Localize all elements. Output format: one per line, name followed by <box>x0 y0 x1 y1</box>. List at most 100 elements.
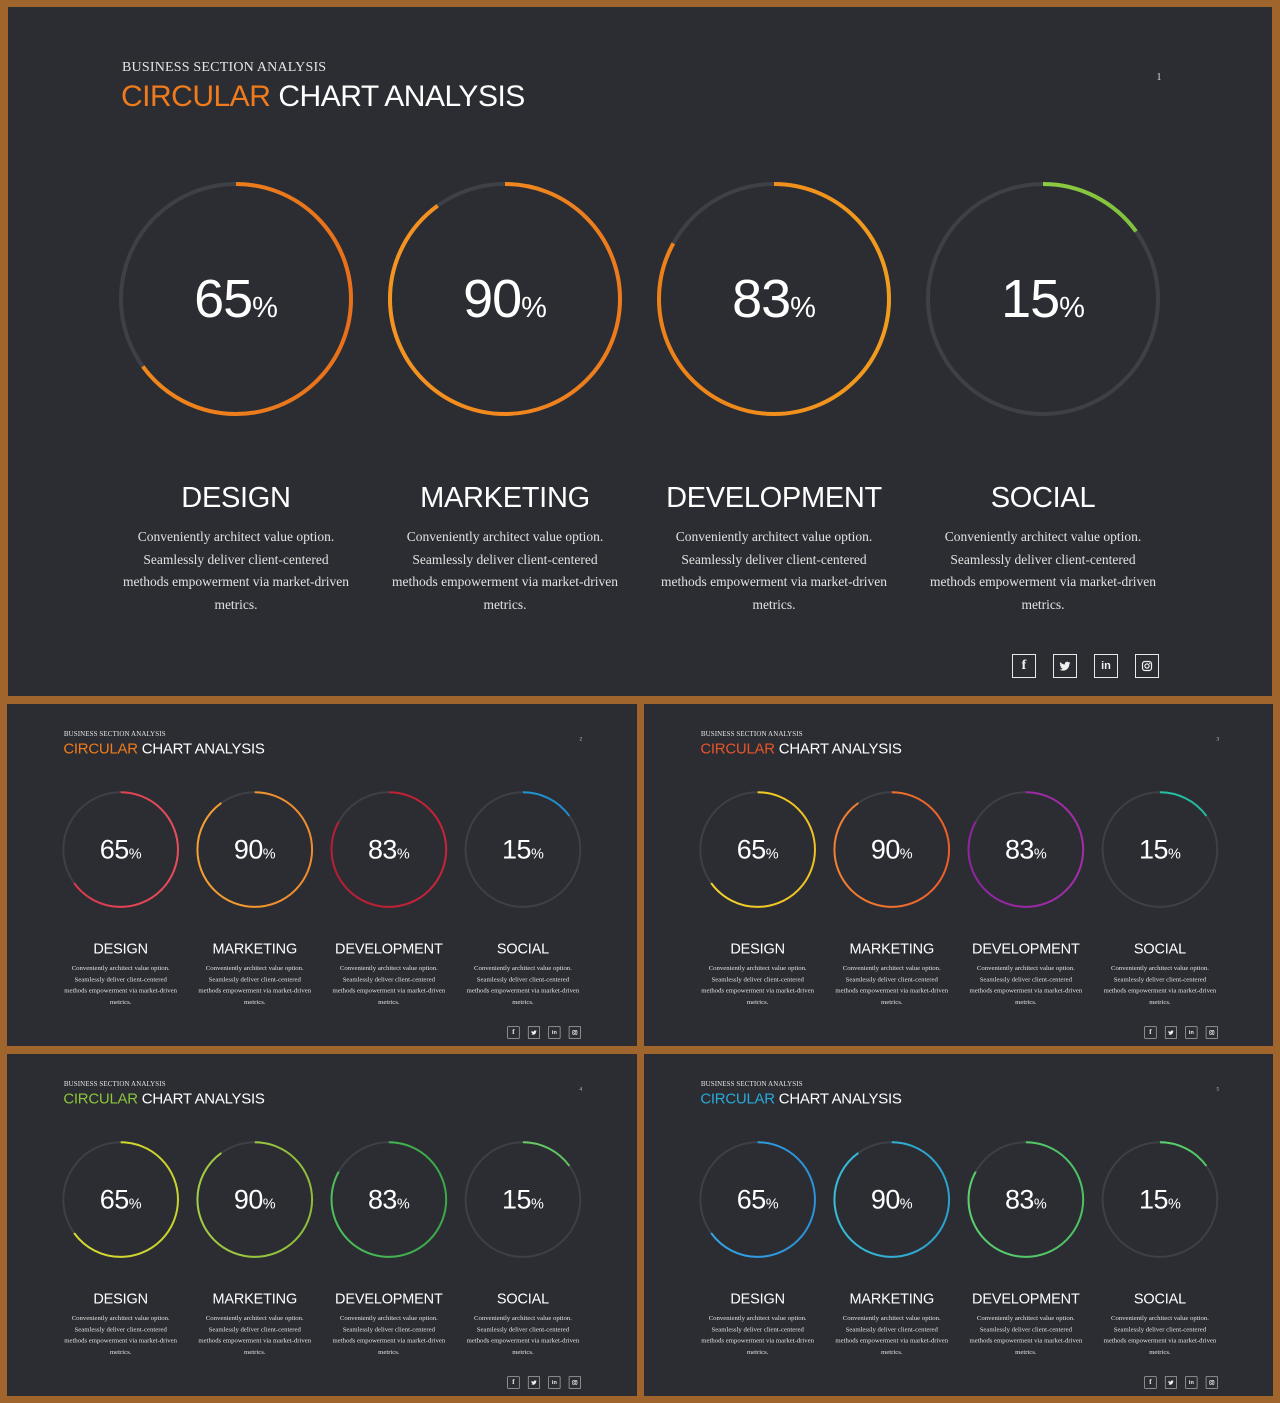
page-number: 1 <box>1156 72 1162 83</box>
facebook-icon[interactable]: f <box>507 1376 520 1389</box>
linkedin-icon[interactable]: in <box>1185 1376 1198 1389</box>
description-line: metrics. <box>881 997 903 1006</box>
description-line: methods empowerment via market-driven <box>835 1336 949 1345</box>
page-number: 2 <box>579 736 583 742</box>
instagram-icon[interactable] <box>1205 1376 1218 1389</box>
twitter-icon[interactable] <box>527 1376 540 1389</box>
category-label: SOCIAL <box>1133 1290 1187 1307</box>
description-line: metrics. <box>746 1347 769 1356</box>
percent-number: 90 <box>463 269 522 329</box>
description-line: Conveniently architect value option. <box>137 529 335 544</box>
twitter-icon[interactable] <box>1164 1026 1177 1039</box>
description-line: methods empowerment via market-driven <box>332 1336 446 1345</box>
ring-arc-social <box>464 1141 582 1258</box>
twitter-icon[interactable] <box>527 1026 540 1039</box>
description-line: Conveniently architect value option. <box>205 964 304 972</box>
description-line: Seamlessly deliver client-centered <box>342 975 436 983</box>
category-description: Conveniently architect value option. Seam… <box>458 1313 588 1358</box>
facebook-icon[interactable]: f <box>507 1026 520 1039</box>
category-label: SOCIAL <box>1133 940 1187 957</box>
ring-chart <box>833 791 951 908</box>
title-accent: CIRCULAR <box>63 1090 138 1107</box>
percent-sign: % <box>1167 1195 1181 1212</box>
category-description: Conveniently architect value option. Seam… <box>324 1313 454 1358</box>
twitter-icon[interactable] <box>1164 1376 1177 1389</box>
description-line: Seamlessly deliver client-centered <box>143 551 329 567</box>
percent-number: 15 <box>502 1184 531 1215</box>
ring-chart <box>196 1141 314 1258</box>
linkedin-icon[interactable]: in <box>1185 1026 1198 1039</box>
linkedin-icon[interactable]: in <box>1094 654 1118 678</box>
ring-chart <box>967 791 1085 908</box>
category-description: Conveniently architect value option. Seam… <box>56 963 186 1008</box>
ring-arc-design <box>699 1141 816 1258</box>
description-line: Seamlessly deliver client-centered <box>711 1325 804 1333</box>
category-label: DEVELOPMENT <box>666 482 882 514</box>
description-line: metrics. <box>109 997 132 1006</box>
category-description: Conveniently architect value option. Seam… <box>190 963 320 1008</box>
description-line: metrics. <box>1149 1347 1171 1356</box>
category-label: SOCIAL <box>496 1290 550 1307</box>
section-subtitle: BUSINESS SECTION ANALYSIS <box>700 730 803 738</box>
percent-sign: % <box>128 845 142 862</box>
description-line: methods empowerment via market-driven <box>969 986 1083 995</box>
percent-sign: % <box>790 291 816 324</box>
description-line: Conveniently architect value option. <box>976 964 1075 972</box>
percent-sign: % <box>765 845 779 862</box>
ring-chart <box>1101 1141 1219 1258</box>
ring-arc-marketing <box>196 791 314 908</box>
ring-chart <box>196 791 314 908</box>
description-line: metrics. <box>378 1347 400 1356</box>
facebook-icon[interactable]: f <box>1144 1376 1157 1389</box>
ring-development: 83% <box>966 790 1086 910</box>
slide-content: BUSINESS SECTION ANALYSIS CIRCULAR CHART A… <box>7 704 637 1046</box>
facebook-icon-glyph: f <box>1149 1028 1152 1037</box>
category-label: MARKETING <box>212 1290 298 1307</box>
description-line: Seamlessly deliver client-centered <box>979 975 1073 983</box>
slide-content: BUSINESS SECTION ANALYSIS CIRCULAR CHART A… <box>8 7 1272 696</box>
linkedin-icon[interactable]: in <box>548 1026 561 1039</box>
instagram-icon[interactable] <box>568 1376 581 1389</box>
description-line: methods empowerment via market-driven <box>1103 1336 1217 1345</box>
description-line: Seamlessly deliver client-centered <box>342 1325 436 1333</box>
instagram-icon[interactable] <box>1135 654 1159 678</box>
ring-value: 65% <box>61 1140 181 1260</box>
description-line: Conveniently architect value option. <box>842 964 941 972</box>
percent-number: 90 <box>870 834 900 865</box>
facebook-icon[interactable]: f <box>1012 654 1036 678</box>
twitter-icon[interactable] <box>1053 654 1077 678</box>
ring-design: 65% <box>116 179 356 419</box>
description-line: Seamlessly deliver client-centered <box>74 1325 167 1333</box>
ring-chart <box>699 1141 816 1258</box>
description-line: Conveniently architect value option. <box>473 1314 572 1322</box>
description-line: Conveniently architect value option. <box>205 1314 304 1322</box>
description-line: Seamlessly deliver client-centered <box>412 551 598 567</box>
description-line: metrics. <box>378 997 400 1006</box>
page-number: 5 <box>1216 1086 1220 1092</box>
percent-sign: % <box>1033 845 1047 862</box>
title-rest: CHART ANALYSIS <box>778 1090 902 1107</box>
ring-value: 15% <box>923 179 1163 419</box>
facebook-icon-glyph: f <box>1149 1378 1152 1387</box>
percent-number: 83 <box>367 1184 397 1215</box>
ring-arc-development <box>330 791 448 908</box>
instagram-icon[interactable] <box>568 1026 581 1039</box>
ring-design: 65% <box>698 1140 818 1260</box>
category-description: Conveniently architect value option. Seam… <box>106 526 366 616</box>
description-line: Conveniently architect value option. <box>842 1314 941 1322</box>
linkedin-icon[interactable]: in <box>548 1376 561 1389</box>
description-line: Seamlessly deliver client-centered <box>845 975 938 983</box>
facebook-icon[interactable]: f <box>1144 1026 1157 1039</box>
ring-social: 15% <box>463 1140 583 1260</box>
ring-marketing: 90% <box>195 790 315 910</box>
description-line: metrics. <box>881 1347 903 1356</box>
ring-value: 90% <box>832 1140 952 1260</box>
page-number: 3 <box>1216 736 1220 742</box>
slide-5: BUSINESS SECTION ANALYSIS CIRCULAR CHART A… <box>644 1054 1273 1396</box>
ring-chart <box>657 182 891 416</box>
ring-value: 83% <box>329 1140 449 1260</box>
description-line: Conveniently architect value option. <box>71 1314 170 1322</box>
instagram-icon[interactable] <box>1205 1026 1218 1039</box>
category-label: DEVELOPMENT <box>335 1290 443 1307</box>
ring-value: 65% <box>116 179 356 419</box>
